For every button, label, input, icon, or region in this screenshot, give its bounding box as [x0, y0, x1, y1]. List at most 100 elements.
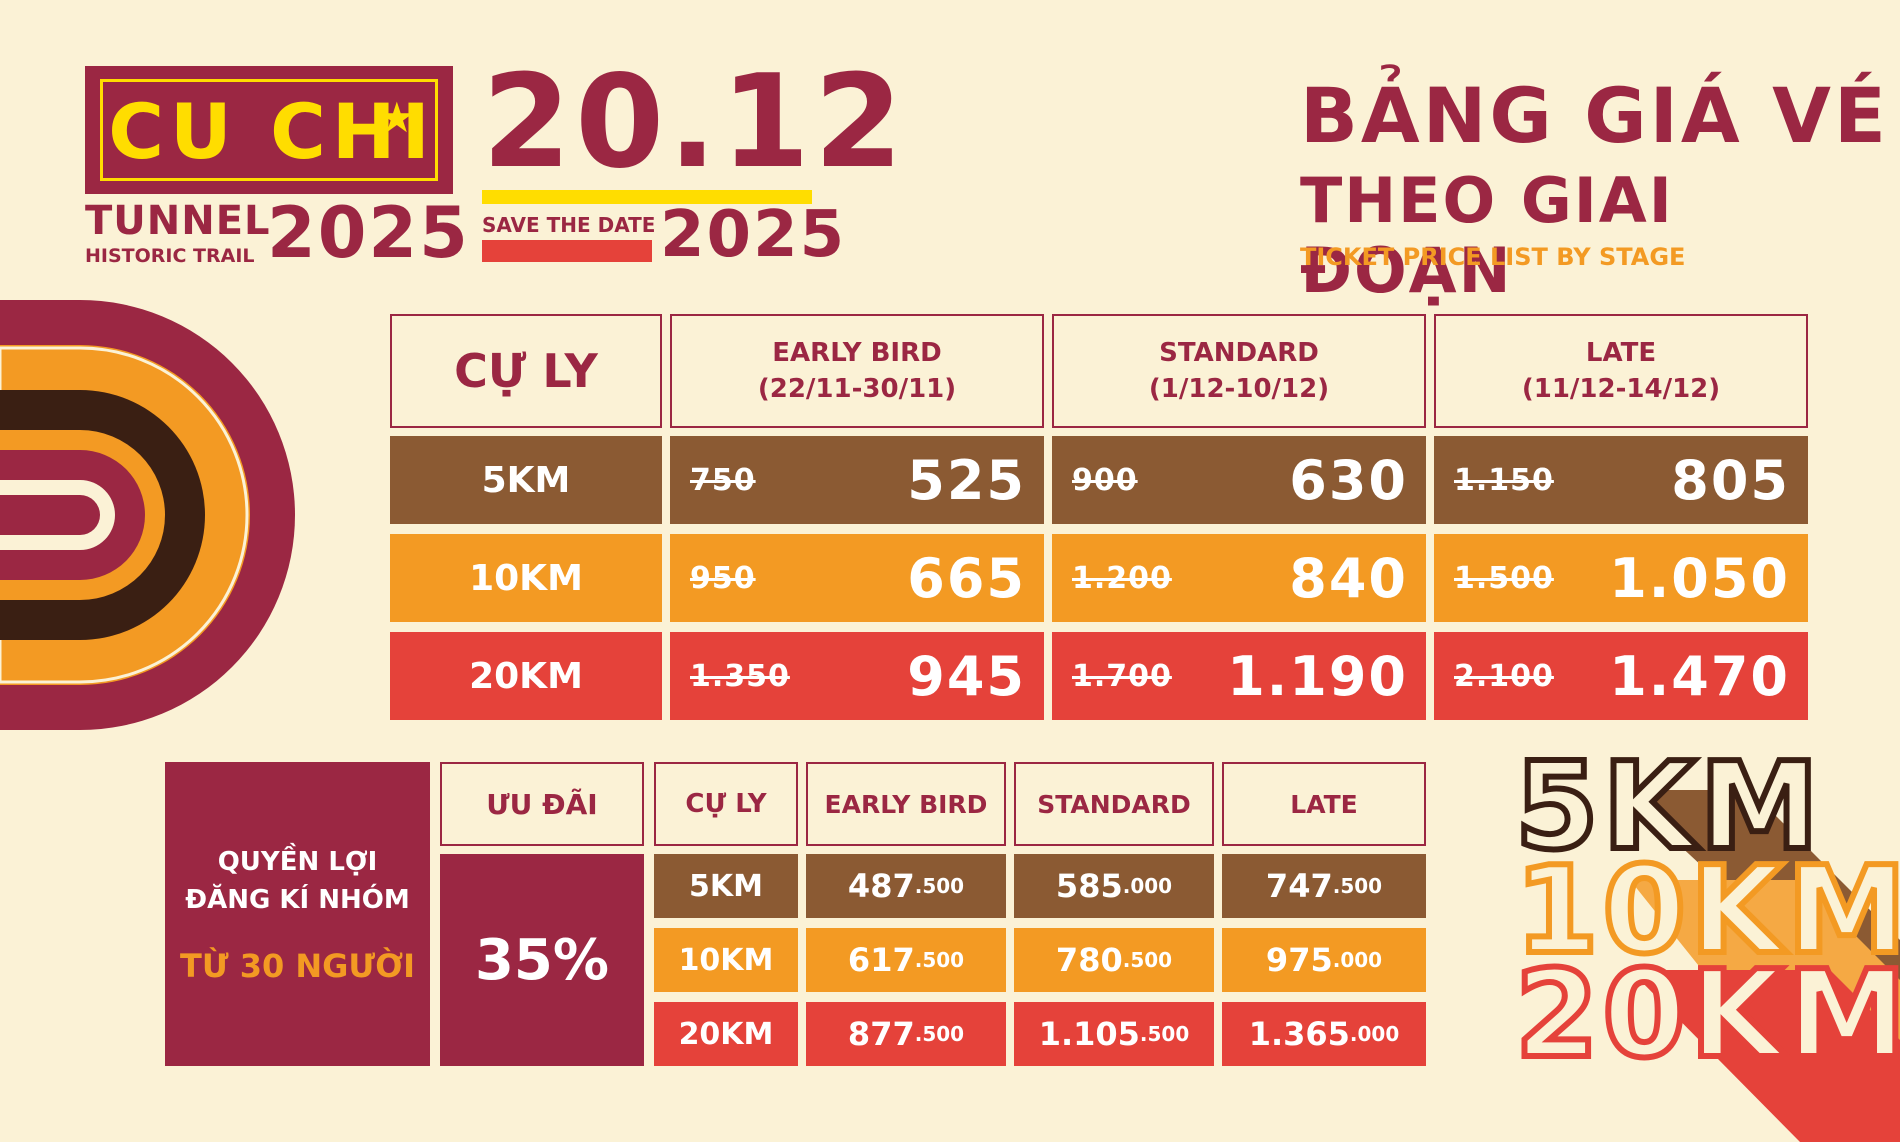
old-price: 1.200	[1072, 560, 1172, 596]
price-sub: .500	[914, 1022, 965, 1046]
old-price: 950	[690, 560, 756, 596]
price-cell: 900 630	[1052, 436, 1426, 524]
old-price: 1.500	[1454, 560, 1554, 596]
price-sub: .500	[914, 948, 965, 972]
price-cell: 2.100 1.470	[1434, 632, 1808, 720]
old-price: 1.350	[690, 658, 790, 694]
price-main: 585	[1055, 867, 1123, 905]
main-row-10km-distance: 10KM	[390, 534, 662, 622]
old-price: 1.700	[1072, 658, 1172, 694]
price-cell: 1.200 840	[1052, 534, 1426, 622]
price-cell: 1.500 1.050	[1434, 534, 1808, 622]
new-price: 630	[1289, 448, 1408, 512]
group-header-standard: STANDARD	[1014, 762, 1214, 846]
old-price: 1.150	[1454, 462, 1554, 498]
date-yellow-bar	[482, 190, 812, 204]
main-header-early-bird: EARLY BIRD (22/11-30/11)	[670, 314, 1044, 428]
price-cell: 1.150 805	[1434, 436, 1808, 524]
price-main: 780	[1055, 941, 1123, 979]
new-price: 945	[907, 644, 1026, 708]
page-title: BẢNG GIÁ VÉ	[1300, 71, 1889, 160]
stage-dates: (1/12-10/12)	[1148, 374, 1330, 404]
price-sub: .000	[1332, 948, 1383, 972]
price-cell: 750 525	[670, 436, 1044, 524]
group-price-cell: 747.500	[1222, 854, 1426, 918]
group-price-cell: 1.365.000	[1222, 1002, 1426, 1066]
distance-label-5km: 5KM	[1512, 738, 1823, 877]
group-price-cell: 975.000	[1222, 928, 1426, 992]
main-row-5km-distance: 5KM	[390, 436, 662, 524]
price-cell: 950 665	[670, 534, 1044, 622]
group-price-cell: 617.500	[806, 928, 1006, 992]
page-title-line2: THEO GIAI ĐOẠN	[1300, 164, 1674, 307]
logo-line1: TUNNEL	[85, 198, 271, 244]
group-price-cell: 877.500	[806, 1002, 1006, 1066]
group-label-line1: QUYỀN LỢI	[217, 847, 378, 877]
price-main: 975	[1265, 941, 1333, 979]
save-the-date-label: SAVE THE DATE	[482, 213, 656, 237]
group-row-5km-distance: 5KM	[654, 854, 798, 918]
logo-badge: CU CHI ★	[85, 66, 453, 194]
group-row-20km-distance: 20KM	[654, 1002, 798, 1066]
new-price: 1.470	[1609, 644, 1790, 708]
stage-dates: (22/11-30/11)	[757, 374, 957, 404]
price-main: 1.365	[1248, 1015, 1350, 1053]
price-main: 617	[847, 941, 915, 979]
stage-name: EARLY BIRD	[772, 338, 942, 368]
discount-header: ƯU ĐÃI	[440, 762, 644, 846]
group-price-cell: 1.105.500	[1014, 1002, 1214, 1066]
event-date: 20.12	[482, 48, 907, 197]
price-sub: .000	[1122, 874, 1173, 898]
stage-name: STANDARD	[1159, 338, 1319, 368]
distance-label-10km: 10KM	[1512, 842, 1900, 981]
new-price: 525	[907, 448, 1026, 512]
group-row-10km-distance: 10KM	[654, 928, 798, 992]
new-price: 1.050	[1609, 546, 1790, 610]
date-red-bar	[482, 240, 652, 262]
main-row-20km-distance: 20KM	[390, 632, 662, 720]
group-price-cell: 585.000	[1014, 854, 1214, 918]
group-header-early-bird: EARLY BIRD	[806, 762, 1006, 846]
group-label-highlight: TỪ 30 NGƯỜI	[179, 947, 415, 985]
event-logo: CU CHI ★ TUNNEL HISTORIC TRAIL 2025	[85, 66, 468, 272]
logo-year: 2025	[267, 192, 470, 274]
group-benefit-label: QUYỀN LỢI ĐĂNG KÍ NHÓM TỪ 30 NGƯỜI	[165, 762, 430, 1066]
old-price: 750	[690, 462, 756, 498]
price-main: 487	[847, 867, 915, 905]
price-sub: .000	[1349, 1022, 1400, 1046]
new-price: 840	[1289, 546, 1408, 610]
new-price: 805	[1671, 448, 1790, 512]
main-header-standard: STANDARD (1/12-10/12)	[1052, 314, 1426, 428]
stage-name: LATE	[1585, 338, 1657, 368]
price-cell: 1.350 945	[670, 632, 1044, 720]
price-sub: .500	[1139, 1022, 1190, 1046]
price-sub: .500	[914, 874, 965, 898]
distance-shadow-stripes	[1620, 790, 1900, 1142]
group-header-distance: CỰ LY	[654, 762, 798, 846]
price-main: 877	[847, 1015, 915, 1053]
price-sub: .500	[1332, 874, 1383, 898]
price-main: 1.105	[1038, 1015, 1140, 1053]
stage-dates: (11/12-14/12)	[1521, 374, 1721, 404]
discount-value: 35%	[440, 854, 644, 1066]
new-price: 665	[907, 546, 1026, 610]
page-subtitle: TICKET PRICE LIST BY STAGE	[1300, 243, 1686, 271]
main-header-late: LATE (11/12-14/12)	[1434, 314, 1808, 428]
group-price-cell: 487.500	[806, 854, 1006, 918]
price-main: 747	[1265, 867, 1333, 905]
distance-label-20km: 20KM	[1512, 946, 1900, 1085]
logo-line2: HISTORIC TRAIL	[85, 245, 255, 267]
star-icon: ★	[378, 93, 416, 142]
group-label-line2: ĐĂNG KÍ NHÓM	[185, 885, 410, 915]
event-year: 2025	[660, 198, 847, 272]
price-cell: 1.700 1.190	[1052, 632, 1426, 720]
price-sub: .500	[1122, 948, 1173, 972]
group-header-late: LATE	[1222, 762, 1426, 846]
logo-brand-text: CU CHI	[108, 87, 436, 176]
main-header-distance: CỰ LY	[390, 314, 662, 428]
new-price: 1.190	[1227, 644, 1408, 708]
track-decoration	[0, 300, 295, 730]
old-price: 2.100	[1454, 658, 1554, 694]
old-price: 900	[1072, 462, 1138, 498]
group-price-cell: 780.500	[1014, 928, 1214, 992]
